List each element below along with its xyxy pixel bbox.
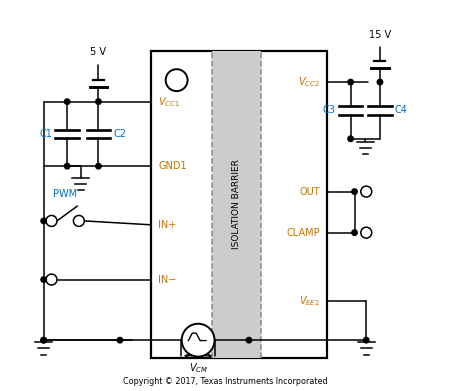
- Circle shape: [348, 79, 353, 85]
- Text: $V_{CC2}$: $V_{CC2}$: [299, 75, 320, 89]
- Circle shape: [117, 337, 123, 343]
- Text: C2: C2: [113, 129, 126, 139]
- Circle shape: [41, 218, 46, 224]
- Circle shape: [377, 79, 383, 85]
- Circle shape: [96, 163, 101, 169]
- Text: OUT: OUT: [299, 187, 320, 197]
- Circle shape: [352, 230, 357, 235]
- Text: C3: C3: [323, 106, 336, 115]
- Text: ISOLATION BARRIER: ISOLATION BARRIER: [232, 160, 241, 249]
- Circle shape: [64, 99, 70, 104]
- Bar: [212, 51, 261, 358]
- Circle shape: [246, 337, 252, 343]
- Text: C4: C4: [395, 106, 408, 115]
- Circle shape: [348, 136, 353, 142]
- Circle shape: [41, 337, 46, 343]
- Circle shape: [352, 189, 357, 194]
- Text: 5 V: 5 V: [90, 47, 106, 57]
- Circle shape: [361, 227, 372, 238]
- Circle shape: [96, 99, 101, 104]
- Circle shape: [41, 337, 46, 343]
- Text: GND1: GND1: [158, 161, 187, 171]
- Text: $V_{CM}$: $V_{CM}$: [189, 362, 207, 375]
- Circle shape: [46, 215, 57, 226]
- Text: $V_{EE2}$: $V_{EE2}$: [299, 294, 320, 308]
- Circle shape: [364, 337, 369, 343]
- Circle shape: [41, 277, 46, 282]
- Text: IN+: IN+: [158, 220, 176, 230]
- Text: PWM: PWM: [53, 189, 77, 199]
- Text: C1: C1: [39, 129, 52, 139]
- Circle shape: [74, 215, 84, 226]
- Bar: [151, 51, 327, 358]
- Circle shape: [46, 274, 57, 285]
- Circle shape: [182, 324, 215, 357]
- Circle shape: [166, 69, 188, 91]
- Text: IN−: IN−: [158, 274, 177, 285]
- Text: CLAMP: CLAMP: [286, 228, 320, 238]
- Text: 15 V: 15 V: [369, 30, 391, 40]
- Circle shape: [64, 163, 70, 169]
- Text: Copyright © 2017, Texas Instruments Incorporated: Copyright © 2017, Texas Instruments Inco…: [123, 377, 328, 386]
- Circle shape: [361, 186, 372, 197]
- Text: −: −: [205, 345, 213, 355]
- Text: +: +: [183, 345, 191, 355]
- Text: $V_{CC1}$: $V_{CC1}$: [158, 95, 180, 109]
